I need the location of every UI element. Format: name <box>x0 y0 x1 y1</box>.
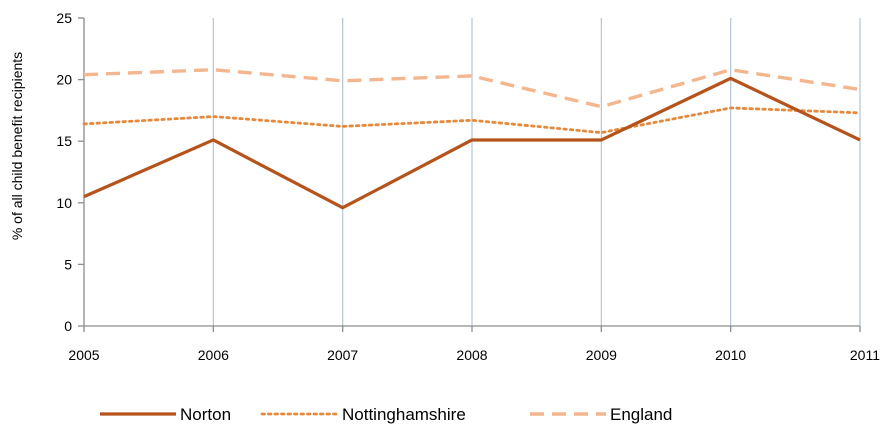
legend: Norton Nottinghamshire England <box>100 405 672 424</box>
legend-item-norton: Norton <box>100 405 231 424</box>
x-tick-label: 2011 <box>850 347 880 363</box>
y-tick-label: 25 <box>56 10 72 26</box>
x-tick-label: 2009 <box>586 347 617 363</box>
legend-label-nottinghamshire: Nottinghamshire <box>342 405 466 424</box>
y-tick-label: 0 <box>64 318 72 334</box>
x-tick-label: 2005 <box>68 347 99 363</box>
legend-item-nottinghamshire: Nottinghamshire <box>260 405 466 424</box>
y-tick-label: 10 <box>56 195 72 211</box>
y-tick-label: 20 <box>56 72 72 88</box>
x-axis-ticks: 2005 2006 2007 2008 2009 2010 2011 <box>68 326 880 363</box>
series-line-norton <box>83 76 861 210</box>
y-tick-label: 5 <box>64 256 72 272</box>
y-tick-label: 15 <box>56 133 72 149</box>
y-axis-ticks: 0 5 10 15 20 25 <box>56 10 84 334</box>
y-axis-title: % of all child benefit recipients <box>9 52 25 240</box>
series-lines <box>82 68 862 210</box>
legend-label-england: England <box>610 405 672 424</box>
gridlines <box>212 18 861 326</box>
x-tick-label: 2007 <box>327 347 358 363</box>
x-tick-label: 2008 <box>456 347 487 363</box>
x-tick-label: 2006 <box>198 347 229 363</box>
legend-item-england: England <box>530 405 672 424</box>
legend-label-norton: Norton <box>180 405 231 424</box>
series-line-nottinghamshire <box>82 106 862 134</box>
x-tick-label: 2010 <box>715 347 746 363</box>
